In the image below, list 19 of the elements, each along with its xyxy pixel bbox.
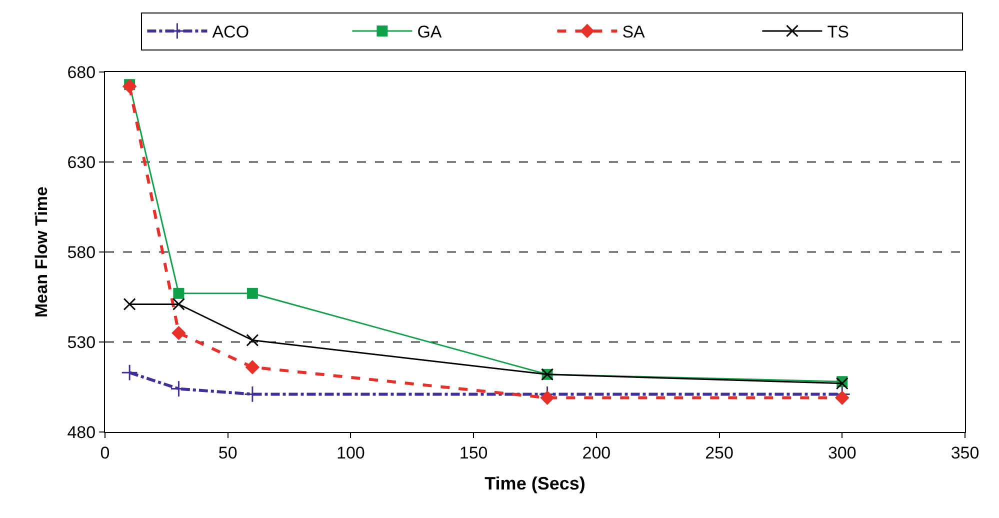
y-tick-label: 630	[67, 152, 96, 172]
legend-label: GA	[417, 22, 442, 42]
x-tick-label: 100	[336, 443, 365, 462]
x-tick-label: 300	[828, 443, 856, 462]
y-tick-label: 580	[67, 242, 96, 262]
y-axis-title: Mean Flow Time	[32, 186, 51, 318]
x-tick-label: 200	[582, 443, 611, 462]
x-tick-label: 250	[705, 443, 734, 462]
x-tick-label: 150	[459, 443, 488, 462]
legend-label: TS	[827, 22, 849, 42]
x-tick-label: 50	[218, 443, 238, 462]
x-axis-title: Time (Secs)	[484, 474, 586, 494]
x-tick-label: 0	[100, 443, 110, 462]
y-tick-label: 530	[67, 332, 96, 352]
y-tick-label: 680	[67, 62, 96, 82]
y-tick-label: 480	[67, 422, 96, 442]
legend-label: SA	[622, 22, 646, 42]
x-tick-label: 350	[950, 443, 980, 462]
legend-label: ACO	[212, 22, 250, 42]
